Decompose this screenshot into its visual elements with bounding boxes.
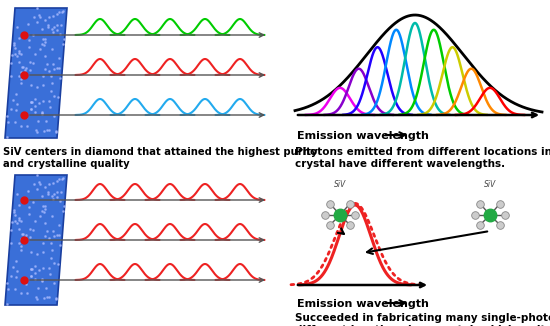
Text: SiV: SiV <box>484 180 496 189</box>
Polygon shape <box>5 175 67 305</box>
Text: SiV centers in diamond that attained the highest purity
and crystalline quality: SiV centers in diamond that attained the… <box>3 147 317 169</box>
Text: Photons emitted from different locations in a
crystal have different wavelengths: Photons emitted from different locations… <box>295 147 550 169</box>
Text: Succeeded in fabricating many single-photon sources at
different locations in a : Succeeded in fabricating many single-pho… <box>295 313 550 326</box>
Text: SiV: SiV <box>334 180 346 189</box>
Polygon shape <box>5 8 67 138</box>
Text: Emission wavelength: Emission wavelength <box>297 299 429 309</box>
Text: Emission wavelength: Emission wavelength <box>297 131 429 141</box>
